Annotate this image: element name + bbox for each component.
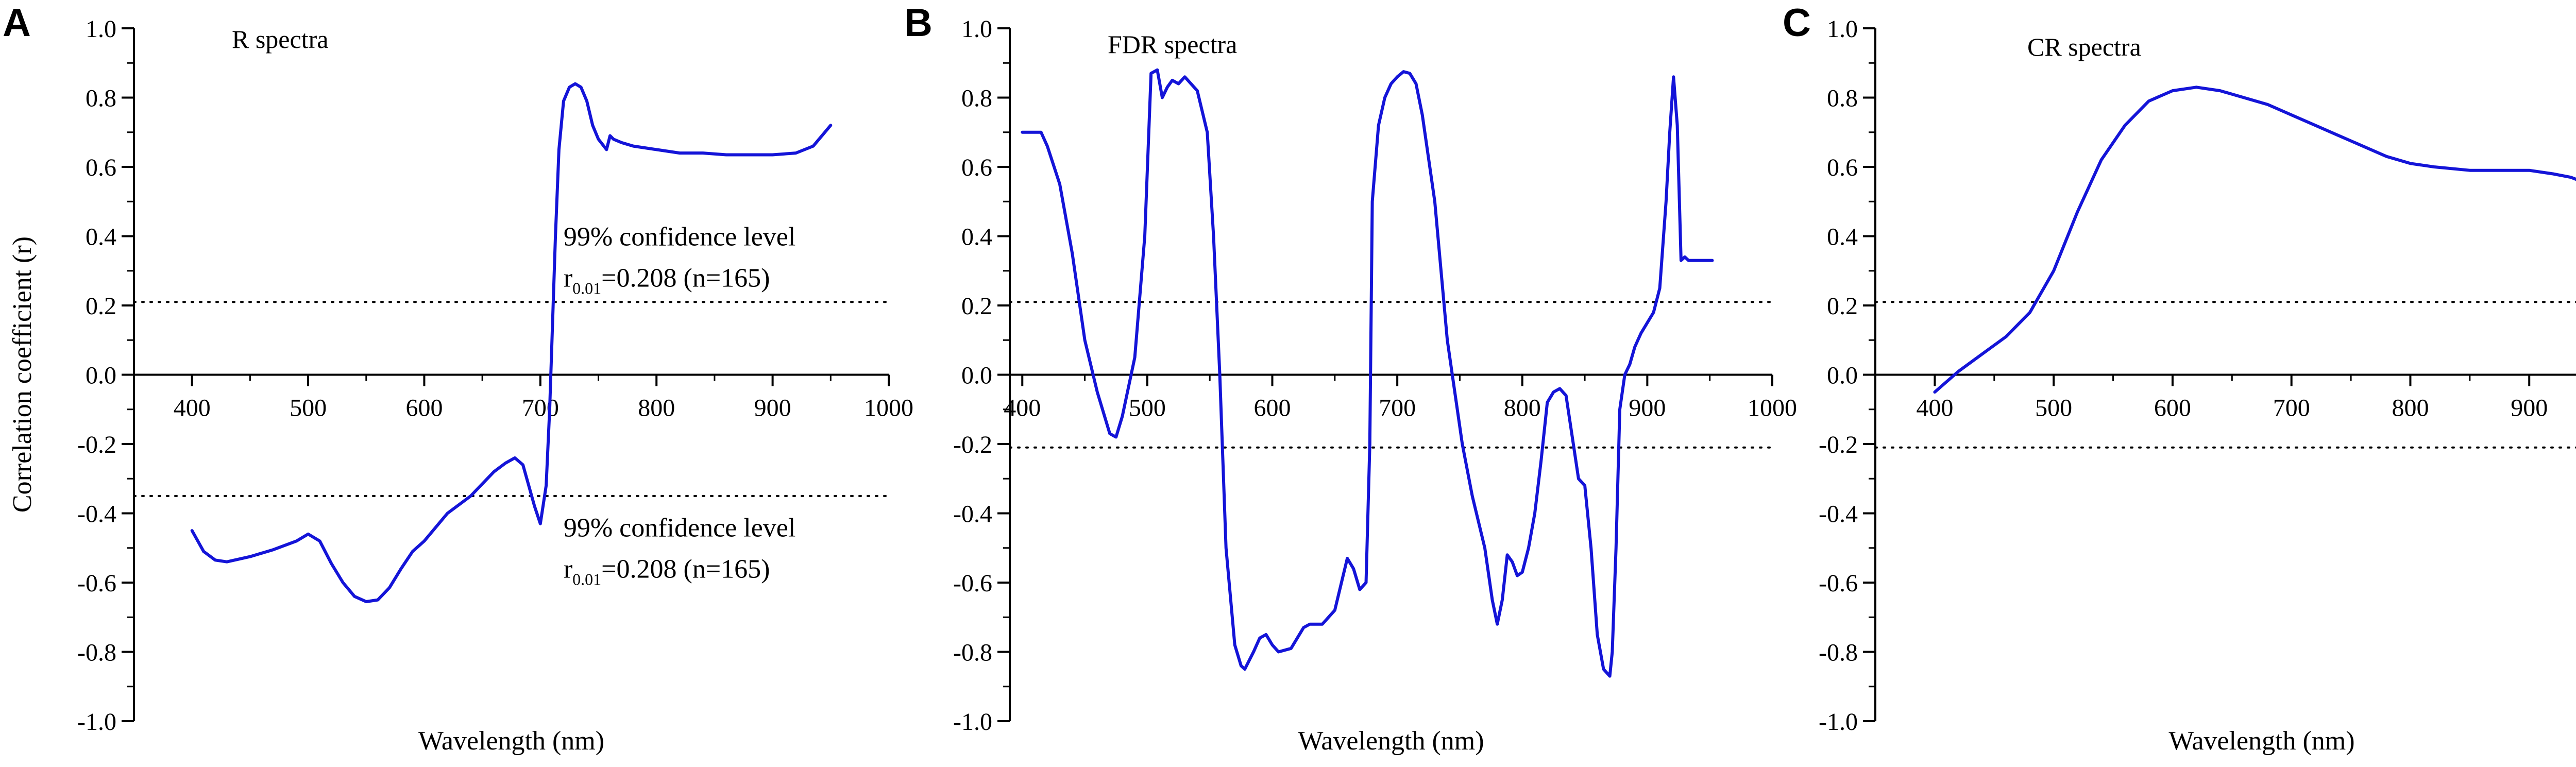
x-tick-label: 800 xyxy=(2392,395,2429,422)
r-subscript: 0.01 xyxy=(572,570,601,588)
chart-panel-c: C CR spectra 1.0 0.8 0.6 0.4 0.2 0.0 -0.2 -0.4 -0.… xyxy=(1783,1,2576,756)
panel-letter: B xyxy=(904,1,933,45)
y-tick-label: 0.8 xyxy=(86,85,116,112)
y-tick-label: 0.0 xyxy=(961,362,992,389)
x-tick-label: 400 xyxy=(1004,395,1041,422)
y-tick-label: -0.6 xyxy=(77,570,116,597)
x-tick-label: 500 xyxy=(290,395,327,422)
y-tick-label: -1.0 xyxy=(953,708,992,736)
x-tick-label: 500 xyxy=(1129,395,1166,422)
x-tick-label: 400 xyxy=(1916,395,1953,422)
y-tick-label: -0.8 xyxy=(953,639,992,667)
y-tick-label: -0.2 xyxy=(77,431,116,458)
r-value: =0.208 (n=165) xyxy=(601,264,770,293)
panel-letter: A xyxy=(3,1,31,45)
x-tick-label: 900 xyxy=(754,395,791,422)
r-symbol: r xyxy=(564,264,572,293)
chart-panel-b: B FDR spectra 1.0 0.8 0.6 0.4 0.2 0.0 -0.2 -0.4 -0… xyxy=(904,1,1797,756)
y-tick-label: 0.8 xyxy=(1827,85,1858,112)
x-tick-label: 700 xyxy=(1379,395,1416,422)
x-tick-label: 600 xyxy=(2154,395,2191,422)
y-tick-label: 0.6 xyxy=(961,154,992,181)
y-tick-label: 1.0 xyxy=(961,15,992,43)
y-tick-label: -0.8 xyxy=(77,639,116,667)
x-tick-label: 1000 xyxy=(864,395,913,422)
y-tick-label: 0.2 xyxy=(961,293,992,320)
chart-title: R spectra xyxy=(232,25,328,54)
confidence-label: 99% confidence level xyxy=(564,223,795,252)
y-tick-label: 1.0 xyxy=(86,15,116,43)
series-line xyxy=(1933,86,2576,394)
y-tick-label: -0.4 xyxy=(953,501,992,528)
x-tick-label: 800 xyxy=(638,395,675,422)
x-tick-label: 600 xyxy=(1254,395,1291,422)
y-tick-label: -1.0 xyxy=(77,708,116,736)
y-tick-label: 0.8 xyxy=(961,85,992,112)
y-tick-label: 0.2 xyxy=(1827,293,1858,320)
y-tick-label: 0.4 xyxy=(86,224,116,251)
x-tick-label: 900 xyxy=(2511,395,2548,422)
x-tick-label: 700 xyxy=(522,395,559,422)
r-value: =0.208 (n=165) xyxy=(601,554,770,584)
x-tick-label: 900 xyxy=(1629,395,1666,422)
y-tick-label: 0.6 xyxy=(86,154,116,181)
chart-title: CR spectra xyxy=(2027,32,2141,61)
y-tick-label: -1.0 xyxy=(1819,708,1858,736)
y-tick-label: 0.0 xyxy=(1827,362,1858,389)
r-symbol: r xyxy=(564,554,572,584)
y-tick-label: 0.2 xyxy=(86,293,116,320)
x-tick-label: 1000 xyxy=(1748,395,1797,422)
y-tick-label: -0.4 xyxy=(77,501,116,528)
panel-letter: C xyxy=(1783,1,1811,45)
series-line xyxy=(190,82,833,603)
y-tick-label: 1.0 xyxy=(1827,15,1858,43)
y-tick-label: -0.6 xyxy=(1819,570,1858,597)
x-tick-label: 400 xyxy=(174,395,211,422)
confidence-value: r0.01=0.208 (n=165) xyxy=(564,554,770,588)
y-tick-label: -0.2 xyxy=(1819,431,1858,458)
chart-panel-a: A R spectra 1.0 0.8 0.6 0.4 0.2 0.0 -0.2 -0.4 -0.6… xyxy=(3,1,913,756)
r-subscript: 0.01 xyxy=(572,279,601,298)
x-tick-label: 500 xyxy=(2035,395,2072,422)
series-line xyxy=(1021,68,1714,678)
x-axis-label: Wavelength (nm) xyxy=(418,726,604,756)
x-axis-label: Wavelength (nm) xyxy=(1298,726,1484,756)
chart-title: FDR spectra xyxy=(1108,30,1237,59)
y-tick-label: 0.6 xyxy=(1827,154,1858,181)
confidence-label: 99% confidence level xyxy=(564,513,795,542)
confidence-value: r0.01=0.208 (n=165) xyxy=(564,264,770,298)
y-axis-label: Correlation coefficient (r) xyxy=(8,236,37,513)
y-tick-label: 0.4 xyxy=(961,224,992,251)
x-axis-label: Wavelength (nm) xyxy=(2168,726,2354,756)
y-tick-label: 0.4 xyxy=(1827,224,1858,251)
y-tick-label: -0.2 xyxy=(953,431,992,458)
y-tick-label: -0.6 xyxy=(953,570,992,597)
y-tick-label: -0.8 xyxy=(1819,639,1858,667)
y-tick-label: -0.4 xyxy=(1819,501,1858,528)
x-tick-label: 800 xyxy=(1504,395,1541,422)
y-tick-label: 0.0 xyxy=(86,362,116,389)
x-tick-label: 600 xyxy=(405,395,443,422)
x-tick-label: 700 xyxy=(2273,395,2310,422)
